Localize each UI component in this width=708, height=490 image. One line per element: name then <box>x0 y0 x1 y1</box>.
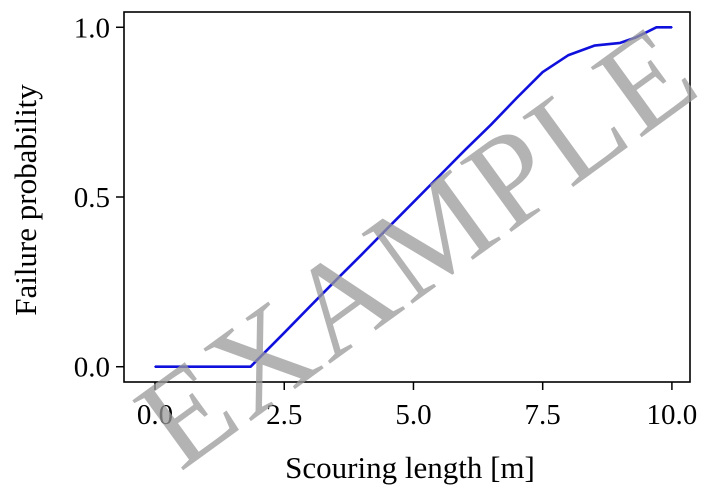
data-point <box>361 253 363 256</box>
data-point <box>335 279 337 282</box>
data-point <box>309 305 311 308</box>
x-tick-label: 5.0 <box>395 399 431 431</box>
data-point <box>154 365 156 368</box>
data-point <box>541 71 544 73</box>
data-point <box>438 175 441 177</box>
data-point <box>412 201 415 203</box>
x-tick-label: 10.0 <box>647 399 698 431</box>
x-tick-label: 7.5 <box>525 399 561 431</box>
data-point <box>593 44 596 47</box>
data-point <box>567 54 570 56</box>
axes-layer: 0.0 2.5 5.0 7.5 10.0 0.0 0.5 1.0 <box>74 12 698 431</box>
data-point <box>249 365 252 368</box>
x-axis-label: Scouring length [m] <box>285 450 535 485</box>
data-point <box>283 332 286 334</box>
data-point <box>671 26 673 29</box>
data-point <box>516 97 518 99</box>
data-point <box>619 42 621 44</box>
data-point <box>231 365 234 368</box>
data-point <box>490 123 492 126</box>
data-point <box>180 365 182 368</box>
data-point <box>645 31 647 34</box>
data-point <box>655 26 658 29</box>
data-point <box>634 36 637 39</box>
data-point <box>205 365 208 368</box>
x-tick-label: 0.0 <box>137 399 173 431</box>
y-tick-label: 0.5 <box>74 182 110 214</box>
data-layer <box>154 25 673 369</box>
y-tick-label: 0.0 <box>74 352 110 384</box>
data-point <box>386 227 389 229</box>
y-axis-label: Failure probability <box>8 84 43 316</box>
y-tick-label: 1.0 <box>74 12 110 44</box>
x-tick-label: 2.5 <box>266 399 302 431</box>
data-point <box>464 149 467 151</box>
